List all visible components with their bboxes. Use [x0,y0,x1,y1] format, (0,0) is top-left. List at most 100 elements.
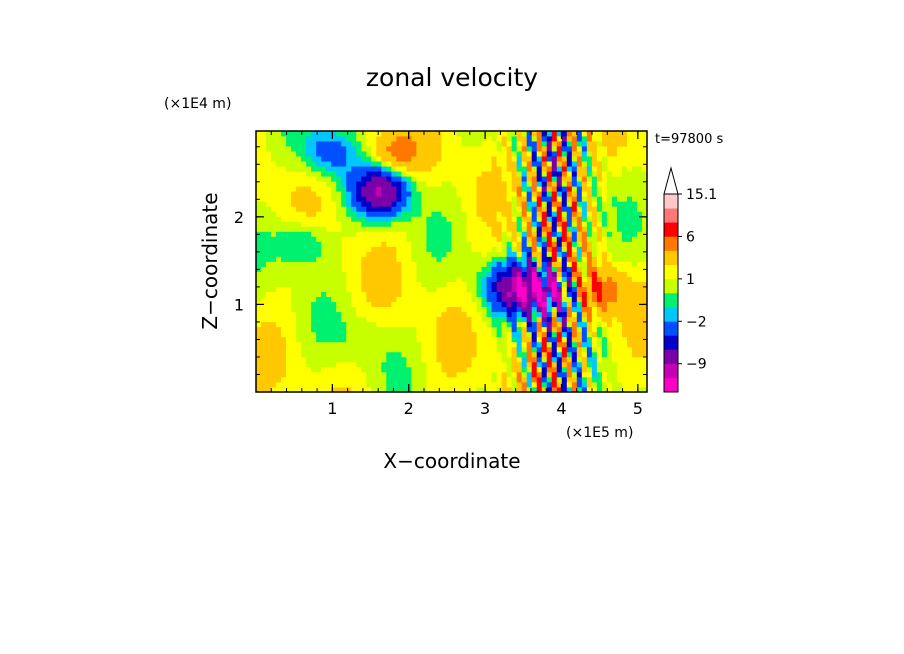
field-cell [356,331,362,338]
field-cell [366,141,372,147]
field-cell [551,166,558,172]
field-cell [271,151,277,157]
field-cell [446,356,452,363]
field-cell [496,231,503,237]
field-cell [386,201,392,207]
field-cell [551,226,558,232]
field-cell [511,211,518,217]
field-cell [621,386,628,393]
field-cell [521,351,528,358]
field-cell [576,276,583,282]
field-cell [276,171,282,177]
field-cell [471,141,477,147]
field-cell [281,196,287,202]
field-cell [356,191,362,197]
field-cell [401,326,407,333]
field-cell [411,351,417,358]
field-cell [401,146,407,152]
field-cell [291,236,297,242]
field-cell [591,366,598,373]
field-cell [481,276,487,282]
field-cell [286,176,292,182]
field-cell [276,381,282,388]
field-cell [456,156,462,162]
y-axis-label: Z−coordinate [198,192,222,329]
field-cell [416,336,422,343]
field-cell [291,366,297,373]
field-cell [266,366,272,373]
field-cell [546,181,553,187]
field-cell [471,296,477,303]
field-cell [451,216,457,222]
field-cell [311,286,317,293]
field-cell [346,281,352,287]
field-cell [581,356,588,363]
field-cell [331,136,337,142]
field-cell [571,236,578,242]
field-cell [356,166,362,172]
field-cell [596,176,603,182]
field-cell [596,166,603,172]
field-cell [511,276,518,282]
field-cell [431,176,437,182]
field-cell [256,311,262,318]
field-cell [326,181,332,187]
field-cell [301,276,307,282]
field-cell [516,366,523,373]
field-cell [371,206,377,212]
field-cell [521,381,528,388]
field-cell [406,301,412,308]
field-cell [581,366,588,373]
field-cell [541,286,548,293]
field-cell [331,326,337,333]
field-cell [306,256,312,262]
field-cell [351,191,357,197]
field-cell [346,271,352,277]
field-cell [336,196,342,202]
field-cell [341,161,347,167]
field-cell [296,281,302,287]
field-cell [391,326,397,333]
field-cell [556,236,563,242]
field-cell [261,386,267,393]
field-cell [396,251,402,257]
field-cell [641,271,648,277]
field-cell [331,141,337,147]
field-cell [461,136,467,142]
field-cell [621,236,628,242]
field-cell [551,296,558,303]
field-cell [446,246,452,252]
field-cell [541,161,548,167]
field-cell [421,266,427,272]
field-cell [376,151,382,157]
field-cell [296,216,302,222]
field-cell [321,386,327,393]
field-cell [481,286,487,293]
field-cell [631,356,638,363]
field-cell [381,341,387,348]
field-cell [631,161,638,167]
field-cell [476,136,482,142]
field-cell [636,226,643,232]
field-cell [566,266,573,272]
field-cell [321,351,327,358]
field-cell [581,231,588,237]
field-cell [576,161,583,167]
field-cell [451,331,457,338]
field-cell [366,161,372,167]
field-cell [261,216,267,222]
field-cell [271,336,277,343]
field-cell [351,346,357,353]
field-cell [341,201,347,207]
field-cell [336,286,342,293]
field-cell [581,336,588,343]
field-cell [541,386,548,393]
field-cell [586,356,593,363]
field-cell [641,131,648,137]
field-cell [301,371,307,378]
field-cell [391,366,397,373]
field-cell [341,211,347,217]
field-cell [516,161,523,167]
field-cell [461,281,467,287]
field-cell [621,341,628,348]
